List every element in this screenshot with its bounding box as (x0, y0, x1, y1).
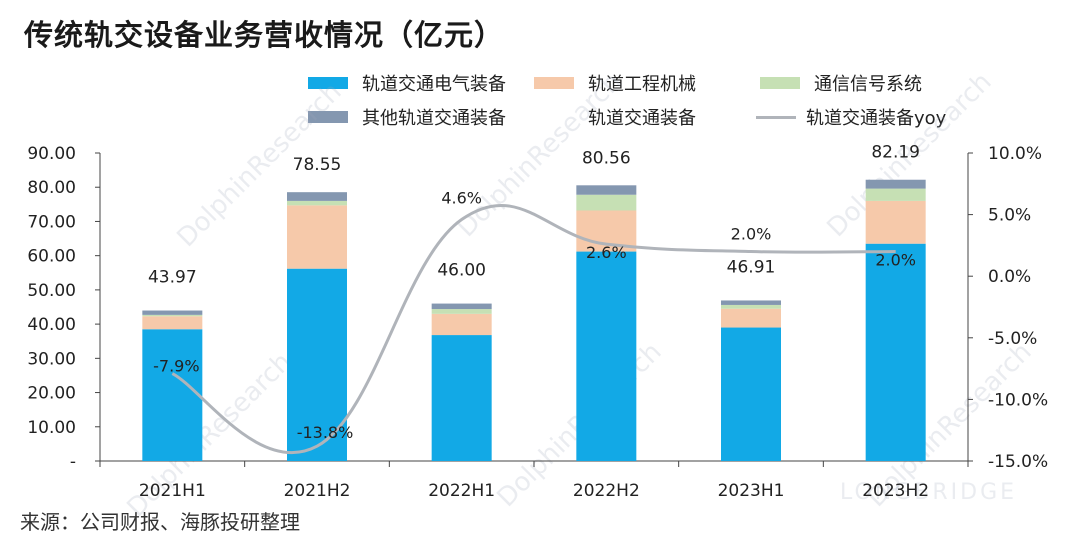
bar-segment-other (142, 310, 203, 315)
legend-item-total: 轨道交通装备 (534, 104, 696, 130)
legend-item-other: 其他轨道交通装备 (308, 104, 506, 130)
y-left-tick-label: 80.00 (27, 178, 76, 198)
legend-label-engineering: 轨道工程机械 (588, 74, 696, 95)
x-tick-label: 2022H1 (428, 481, 495, 501)
y-right-tick-label: -10.0% (988, 390, 1048, 410)
y-left-tick-label: 70.00 (27, 212, 76, 232)
yoy-data-label: -13.8% (297, 423, 354, 442)
bar-segment-electrical (865, 243, 926, 461)
yoy-line (171, 204, 896, 455)
y-left-tick-label: 20.00 (27, 384, 76, 404)
y-left-tick-label: - (70, 452, 76, 472)
total-data-label: 78.55 (293, 155, 342, 175)
total-data-label: 80.56 (582, 148, 631, 168)
yoy-data-label: 2.0% (875, 251, 916, 270)
source-note: 来源：公司财报、海豚投研整理 (20, 510, 300, 534)
y-left-tick-label: 40.00 (27, 315, 76, 335)
bar-segment-signal (721, 304, 781, 309)
bar-segment-other (431, 303, 492, 310)
y-right-tick-label: -15.0% (988, 452, 1048, 472)
legend-label-total: 轨道交通装备 (588, 108, 696, 129)
legend-item-electrical: 轨道交通电气装备 (308, 70, 506, 96)
legend-item-yoy: 轨道交通装备yoy (756, 104, 946, 130)
total-data-label: 82.19 (871, 143, 920, 163)
bar-segment-signal (287, 200, 347, 206)
total-data-label: 46.00 (437, 261, 486, 281)
watermark-bottom: LONGBRIDGE (840, 480, 1018, 505)
bar-segment-electrical (576, 251, 637, 461)
legend-swatch-other (308, 111, 348, 123)
bar-segment-engineering (721, 308, 781, 328)
total-data-label: 46.91 (727, 257, 776, 277)
y-left-tick-label: 10.00 (27, 418, 76, 438)
bar-segment-signal (431, 309, 492, 314)
legend-swatch-signal (760, 77, 800, 89)
y-right-tick-label: -5.0% (988, 329, 1037, 349)
y-right-tick-label: 5.0% (988, 206, 1031, 226)
bar-segment-engineering (431, 313, 492, 336)
legend-swatch-yoy (756, 115, 796, 119)
bar-segment-signal (576, 194, 637, 211)
bar-segment-engineering (865, 200, 926, 244)
bar-segment-other (576, 185, 637, 195)
x-tick-label: 2022H2 (573, 481, 640, 501)
chart-title: 传统轨交设备业务营收情况（亿元） (24, 18, 505, 52)
bar-segment-engineering (142, 316, 203, 330)
y-right-tick-label: 0.0% (988, 267, 1031, 287)
yoy-data-label: 2.0% (731, 225, 772, 244)
x-tick-label: 2021H2 (284, 481, 351, 501)
legend-label-yoy: 轨道交通装备yoy (806, 108, 947, 129)
total-data-label: 43.97 (148, 268, 197, 288)
y-left-tick-label: 50.00 (27, 281, 76, 301)
bar-segment-electrical (721, 327, 781, 461)
bar-segment-signal (142, 314, 203, 317)
bar-segment-signal (865, 188, 926, 201)
bar-segment-other (865, 179, 926, 189)
legend-item-engineering: 轨道工程机械 (534, 70, 696, 96)
yoy-data-label: 4.6% (441, 189, 482, 208)
x-tick-label: 2023H2 (862, 481, 929, 501)
bar-segment-other (721, 300, 781, 305)
bar-segment-electrical (142, 329, 203, 461)
bar-segment-engineering (287, 205, 347, 269)
yoy-data-label: 2.6% (586, 243, 627, 262)
bar-segment-other (287, 192, 347, 201)
x-tick-label: 2021H1 (139, 481, 206, 501)
legend-swatch-engineering (534, 77, 574, 89)
y-left-tick-label: 30.00 (27, 349, 76, 369)
yoy-data-label: -7.9% (153, 357, 199, 376)
bar-segment-electrical (431, 335, 492, 461)
y-left-tick-label: 90.00 (27, 144, 76, 164)
legend-item-signal: 通信信号系统 (760, 70, 922, 96)
legend-swatch-electrical (308, 77, 348, 89)
legend-label-electrical: 轨道交通电气装备 (362, 74, 506, 95)
legend-label-signal: 通信信号系统 (814, 74, 922, 95)
x-tick-label: 2023H1 (718, 481, 785, 501)
y-right-tick-label: 10.0% (988, 144, 1042, 164)
legend-label-other: 其他轨道交通装备 (362, 108, 506, 129)
y-left-tick-label: 60.00 (27, 247, 76, 267)
